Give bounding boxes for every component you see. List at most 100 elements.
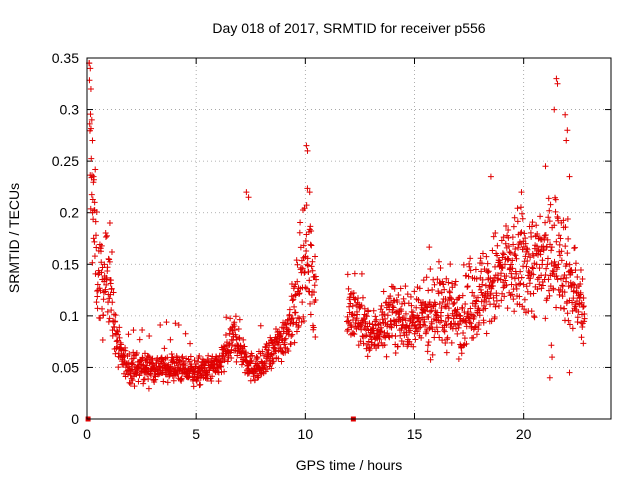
data-point — [575, 308, 582, 315]
data-point — [308, 227, 315, 234]
data-point — [245, 194, 252, 201]
data-point — [133, 371, 140, 378]
data-point — [118, 341, 125, 348]
data-point — [163, 319, 170, 326]
data-point — [97, 248, 104, 255]
data-point — [441, 328, 448, 335]
data-point — [422, 308, 429, 315]
data-point — [563, 260, 570, 267]
data-point — [307, 223, 314, 230]
data-point — [560, 275, 567, 282]
data-point — [128, 367, 135, 374]
data-point — [545, 276, 552, 283]
data-point — [562, 111, 569, 118]
data-point — [170, 377, 177, 384]
data-point — [398, 337, 405, 344]
data-point — [304, 185, 311, 192]
data-point — [105, 255, 112, 262]
data-point — [563, 137, 570, 144]
data-point — [292, 291, 299, 298]
data-point — [512, 252, 519, 259]
data-point — [281, 339, 288, 346]
data-point — [557, 235, 564, 242]
data-point — [145, 385, 152, 392]
data-point — [439, 299, 446, 306]
data-point — [523, 283, 530, 290]
data-point — [510, 296, 517, 303]
data-point — [551, 106, 558, 113]
data-point — [509, 257, 516, 264]
data-point — [499, 254, 506, 261]
data-point — [357, 323, 364, 330]
data-point — [465, 308, 472, 315]
data-point — [505, 227, 512, 234]
data-point — [94, 281, 101, 288]
data-point — [108, 307, 115, 314]
data-point — [577, 289, 584, 296]
data-point — [221, 368, 228, 375]
data-point — [350, 330, 357, 337]
data-point — [479, 250, 486, 257]
data-point — [404, 291, 411, 298]
data-point — [294, 261, 301, 268]
data-point — [291, 339, 298, 346]
data-point — [289, 331, 296, 338]
data-point — [311, 282, 318, 289]
data-point — [306, 277, 313, 284]
data-point — [178, 354, 185, 361]
data-point — [435, 290, 442, 297]
data-point — [103, 276, 110, 283]
data-point — [485, 295, 492, 302]
data-point — [473, 331, 480, 338]
data-point — [177, 376, 184, 383]
data-point — [194, 374, 201, 381]
y-tick-label: 0.2 — [60, 205, 80, 221]
data-point — [555, 261, 562, 268]
data-point — [517, 280, 524, 287]
data-point — [484, 269, 491, 276]
data-point — [220, 343, 227, 350]
data-point — [241, 343, 248, 350]
data-point — [303, 202, 310, 209]
data-point — [87, 111, 94, 118]
data-point — [145, 375, 152, 382]
data-point — [102, 286, 109, 293]
data-point — [458, 350, 465, 357]
data-point — [456, 294, 463, 301]
data-point — [522, 253, 529, 260]
data-point — [179, 353, 186, 360]
data-point — [502, 277, 509, 284]
data-point — [509, 291, 516, 298]
y-tick-label: 0.15 — [52, 256, 79, 272]
data-point — [481, 302, 488, 309]
data-point — [130, 355, 137, 362]
data-point — [350, 290, 357, 297]
data-point — [477, 286, 484, 293]
data-point — [112, 312, 119, 319]
data-point — [372, 322, 379, 329]
data-point — [299, 299, 306, 306]
data-point — [277, 332, 284, 339]
data-point — [106, 315, 113, 322]
data-point — [472, 266, 479, 273]
data-point — [196, 353, 203, 360]
data-point — [102, 233, 109, 240]
data-point — [581, 315, 588, 322]
data-point — [413, 325, 420, 332]
data-point — [359, 294, 366, 301]
data-point — [139, 327, 146, 334]
data-point — [523, 263, 530, 270]
data-point — [554, 264, 561, 271]
data-point — [122, 347, 129, 354]
data-point — [161, 345, 168, 352]
data-point — [367, 345, 374, 352]
data-point — [460, 261, 467, 268]
data-point — [304, 255, 311, 262]
data-point — [425, 338, 432, 345]
data-point — [540, 247, 547, 254]
data-point — [521, 230, 528, 237]
data-point — [178, 375, 185, 382]
data-point — [215, 378, 222, 385]
data-point — [424, 342, 431, 349]
data-point — [411, 322, 418, 329]
